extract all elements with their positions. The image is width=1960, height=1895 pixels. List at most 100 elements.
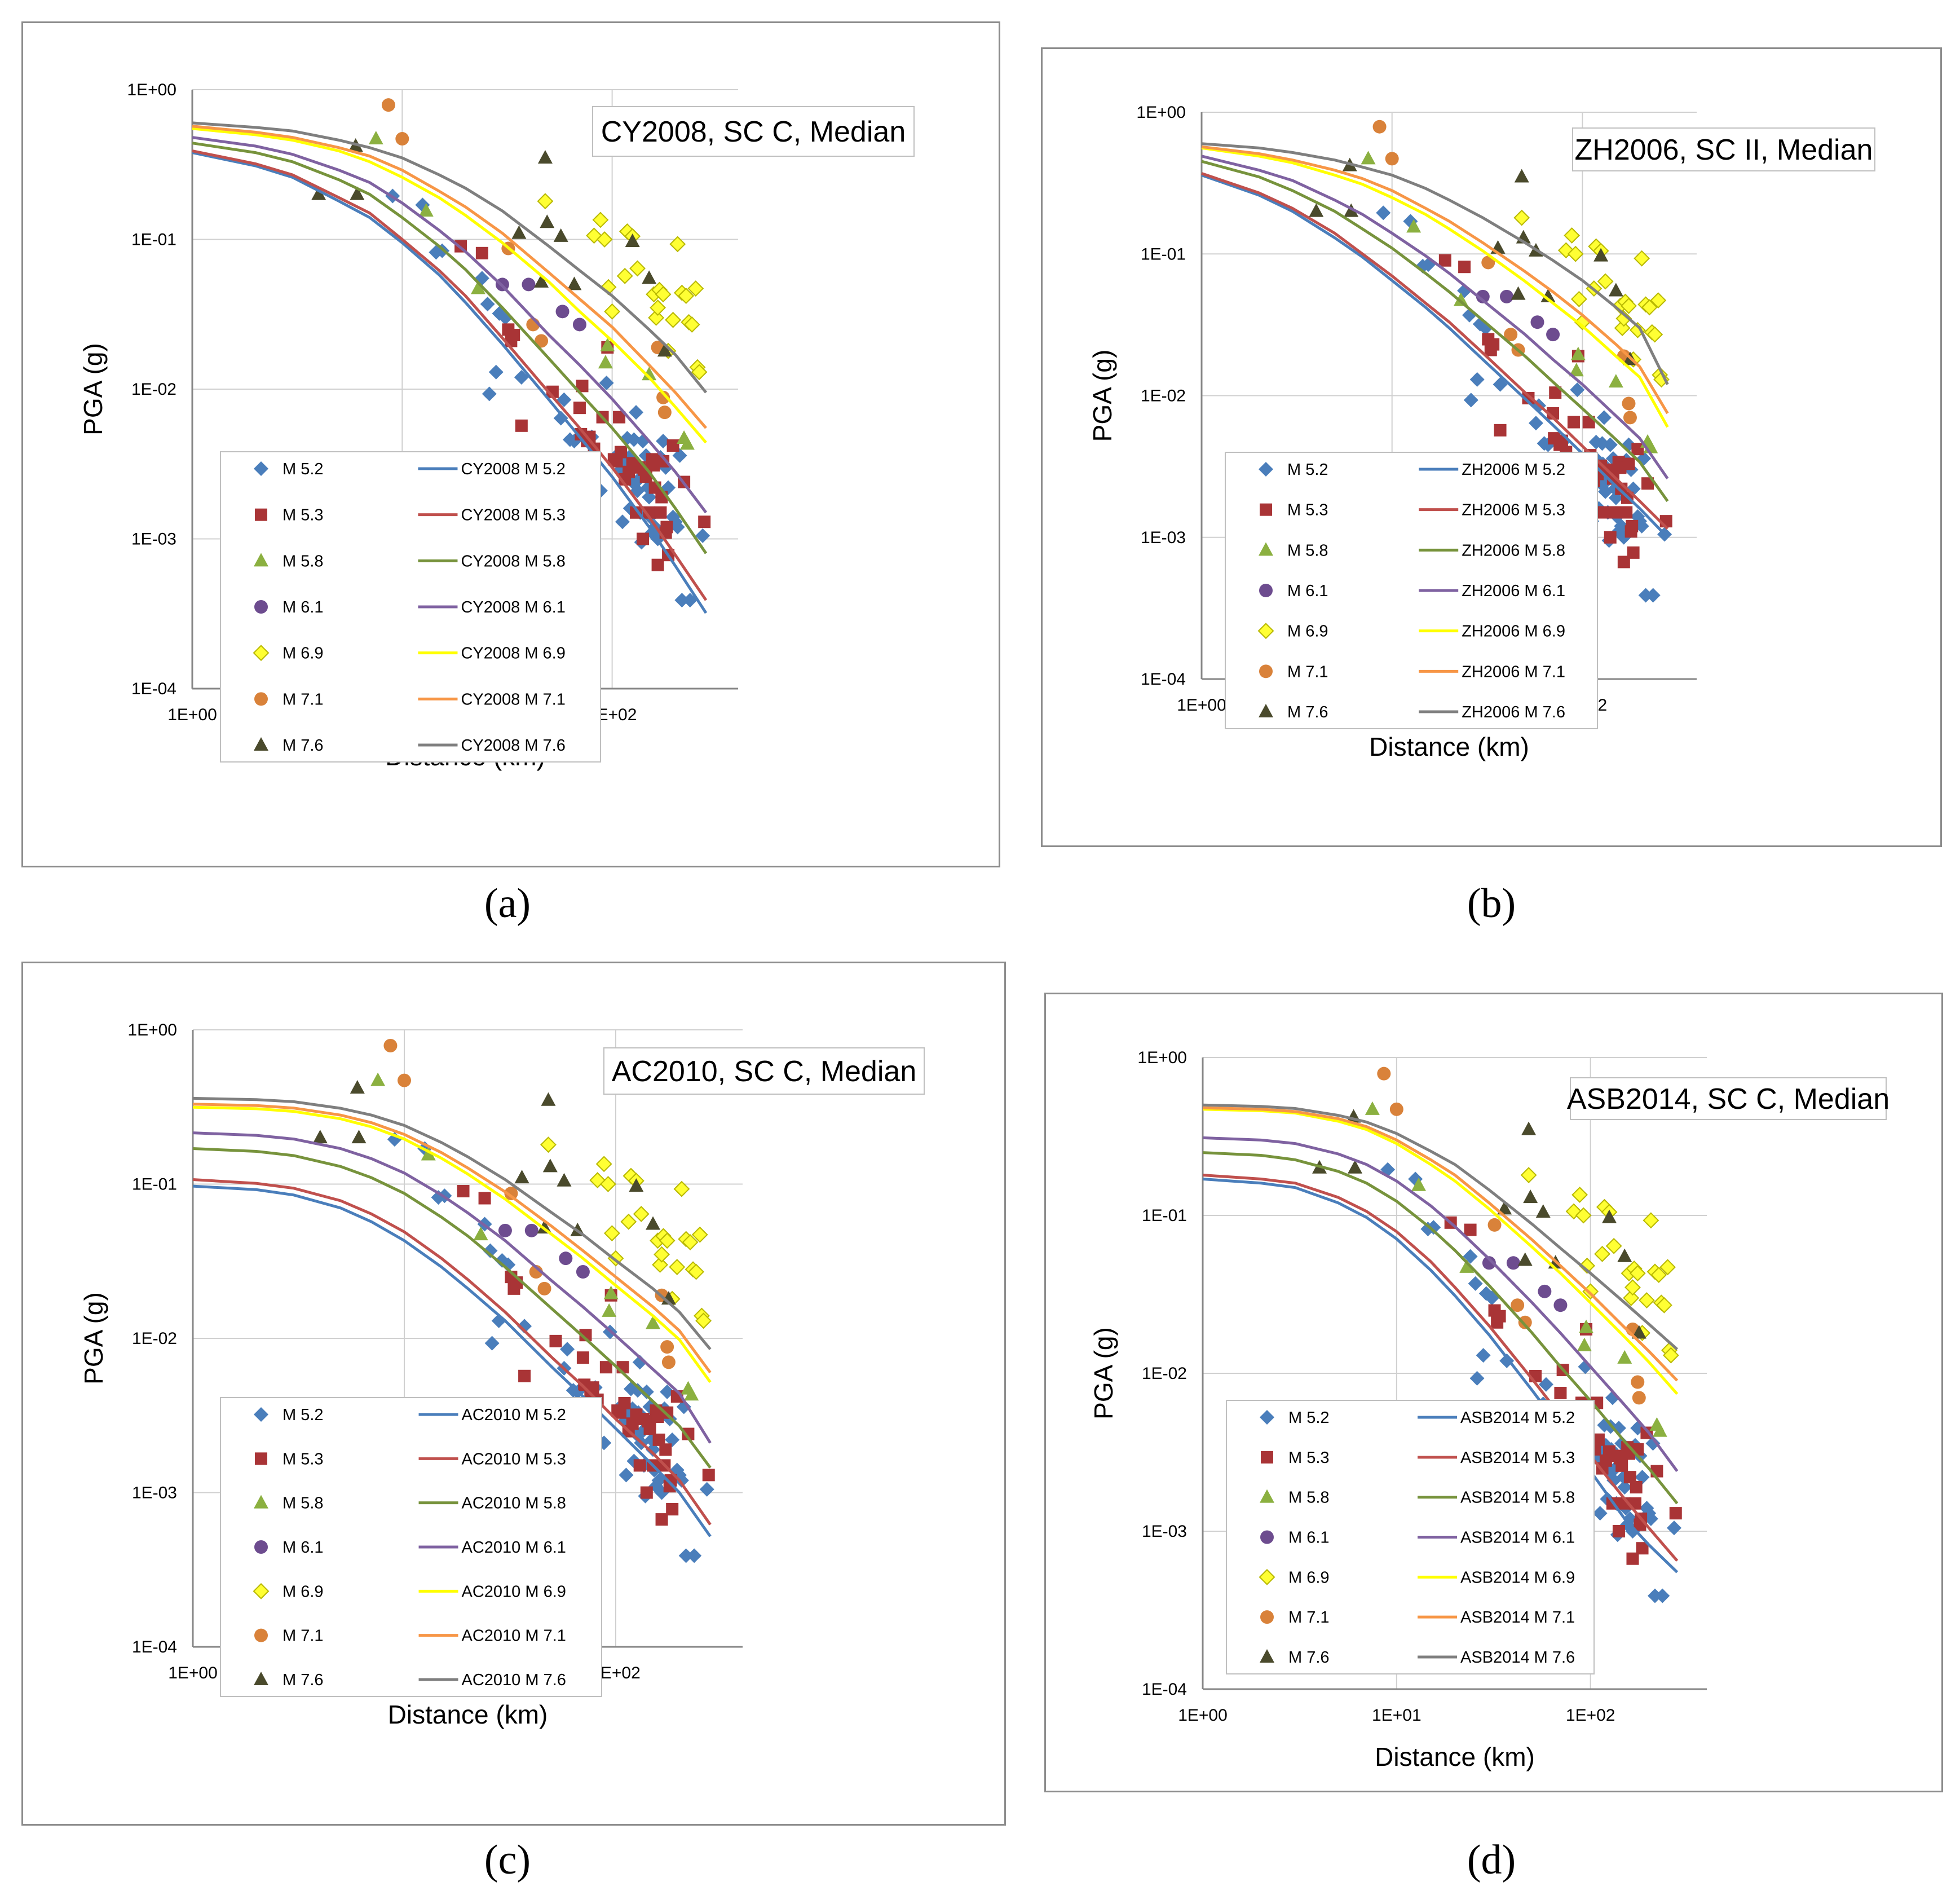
data-point [522,277,536,292]
data-point [501,1257,516,1272]
data-point [660,1384,675,1399]
legend-label: M 7.6 [1287,703,1328,721]
y-tick-label: 1E-03 [132,1484,177,1502]
legend-label: M 6.9 [1287,623,1328,641]
data-point [678,1548,694,1563]
data-point [1549,386,1562,399]
data-point [560,1342,575,1357]
data-point [646,1442,661,1457]
data-point [1626,519,1639,532]
data-point [1493,1310,1506,1323]
data-point [583,430,596,443]
data-point [1540,437,1556,452]
legend-label: M 5.2 [282,1406,324,1424]
data-point [1593,248,1609,262]
data-point [567,276,582,290]
data-point [470,280,485,294]
data-point [643,506,656,519]
data-point [673,1180,690,1197]
data-point [1365,1101,1380,1115]
legend-label: ZH2006 M 7.6 [1462,703,1565,721]
data-point [398,1073,411,1087]
data-point [457,1185,470,1198]
data-point [666,1503,679,1516]
legend-label: ZH2006 M 5.2 [1462,461,1565,479]
model-curve [1201,160,1669,503]
data-point [666,439,679,452]
scatter-series [370,1072,699,1401]
data-point [672,448,687,463]
data-point [664,1474,677,1487]
data-point [702,1469,715,1482]
data-point [1484,1290,1499,1306]
data-point [603,1285,619,1299]
model-curve [192,149,708,601]
data-point [1579,1319,1594,1333]
legend-label: M 5.3 [282,1450,324,1468]
data-point [1592,1506,1608,1521]
legend-marker [255,1452,267,1465]
data-point [1569,363,1584,377]
data-point [586,1381,599,1394]
y-tick-label: 1E-03 [131,530,176,549]
data-point [383,1038,398,1052]
data-point [598,355,613,369]
data-point [657,455,670,468]
data-point [1570,382,1585,398]
data-point [652,1433,665,1446]
scatter-series [1482,1256,1568,1312]
data-point [602,1303,617,1317]
data-point [1653,371,1670,388]
data-point [699,1482,714,1497]
data-point [1570,346,1586,360]
data-point [537,150,553,164]
y-tick-label: 1E-01 [131,231,176,249]
data-point [674,1473,689,1488]
data-point [1588,434,1604,449]
scatter-series [368,131,695,450]
model-curve [1202,1136,1679,1472]
data-point [540,1136,557,1153]
data-point [1500,289,1514,303]
model-curve [1202,1178,1679,1574]
legend-marker [1259,664,1273,678]
data-point [518,1369,531,1382]
scatter-series [457,1185,715,1526]
data-point [682,593,698,608]
data-point [1608,1461,1623,1476]
x-axis-title: Distance (km) [388,1700,548,1729]
data-point [1594,1245,1610,1262]
data-point [579,1329,592,1342]
chart-title-box [603,1047,925,1095]
chart-title: AC2010, SC C, Median [612,1055,917,1088]
data-point [665,311,682,328]
data-point [695,528,710,543]
data-point [1567,245,1584,262]
data-point [603,1225,620,1242]
legend-label: CY2008 M 5.2 [461,460,565,478]
data-point [535,334,549,348]
data-point [629,1178,644,1192]
data-point [1482,1256,1496,1270]
data-point [654,1246,670,1263]
data-point [1389,1102,1403,1116]
data-point [596,231,613,248]
x-tick-label: 1E+00 [1178,1706,1228,1725]
model-curve [192,127,707,444]
data-point [1564,227,1581,244]
data-point [1639,1292,1655,1308]
data-point [1476,1348,1491,1363]
legend-label: M 5.3 [282,506,324,525]
data-point [1520,1167,1537,1183]
data-point [655,286,672,303]
data-point [351,1130,367,1144]
data-point [480,297,495,312]
data-point [1620,506,1633,519]
legend-label: M 5.8 [282,1495,324,1513]
chart-d: 1E+00 1E-01 1E-02 1E-03 1E-04 1E+00 1E+01 1E+02… [1089,1048,1890,1771]
data-point [619,1467,634,1483]
data-point [1538,1284,1552,1298]
data-point [1567,416,1580,429]
scatter-series [498,1223,590,1279]
y-tick-label: 1E-02 [1142,1364,1187,1383]
